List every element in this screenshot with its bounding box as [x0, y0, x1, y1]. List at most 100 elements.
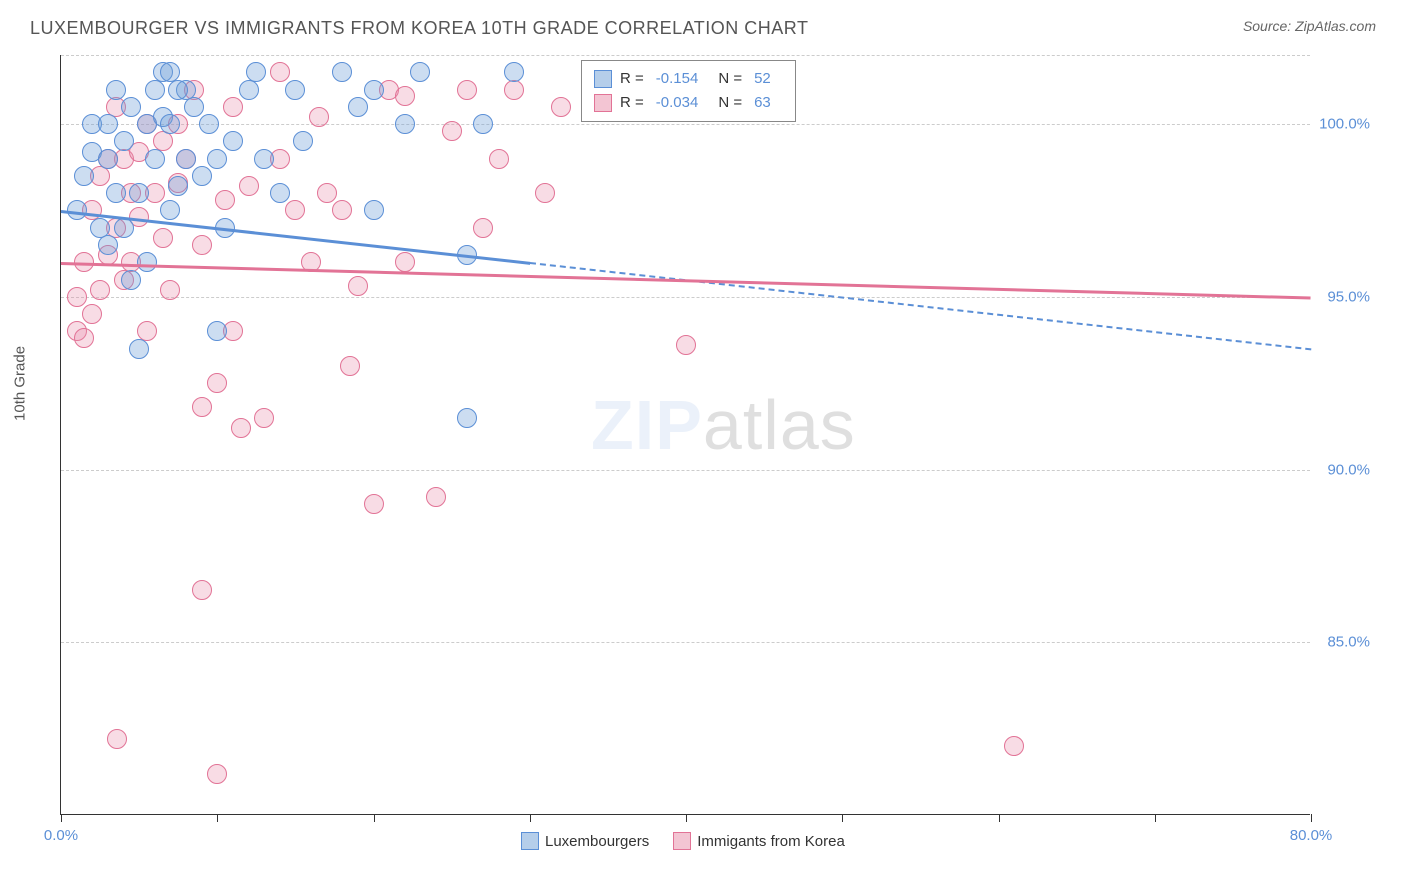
- watermark-atlas: atlas: [703, 386, 856, 464]
- scatter-point: [160, 200, 180, 220]
- scatter-point: [285, 80, 305, 100]
- label-n: N =: [718, 67, 742, 91]
- blue-n-value: 52: [754, 67, 771, 91]
- x-tick-label: 80.0%: [1290, 827, 1333, 844]
- scatter-point: [254, 408, 274, 428]
- label-r: R =: [620, 91, 644, 115]
- scatter-point: [426, 487, 446, 507]
- scatter-point: [82, 304, 102, 324]
- stats-legend: R = -0.154 N = 52 R = -0.034 N = 63: [581, 60, 796, 122]
- x-tick: [842, 814, 843, 822]
- scatter-point: [1004, 736, 1024, 756]
- legend-label-blue: Luxembourgers: [545, 833, 649, 850]
- stats-row-blue: R = -0.154 N = 52: [594, 67, 783, 91]
- scatter-point: [74, 328, 94, 348]
- trend-line: [61, 262, 1311, 300]
- scatter-point: [535, 183, 555, 203]
- legend-item-pink: Immigants from Korea: [673, 832, 845, 850]
- swatch-blue-icon: [594, 70, 612, 88]
- swatch-pink-icon: [673, 832, 691, 850]
- scatter-point: [207, 149, 227, 169]
- scatter-point: [129, 339, 149, 359]
- y-tick-label: 95.0%: [1315, 288, 1370, 305]
- y-tick-label: 90.0%: [1315, 461, 1370, 478]
- scatter-point: [114, 131, 134, 151]
- scatter-point: [364, 494, 384, 514]
- blue-r-value: -0.154: [656, 67, 699, 91]
- scatter-point: [309, 107, 329, 127]
- swatch-pink-icon: [594, 94, 612, 112]
- scatter-point: [348, 97, 368, 117]
- y-tick-label: 100.0%: [1315, 116, 1370, 133]
- scatter-point: [74, 166, 94, 186]
- swatch-blue-icon: [521, 832, 539, 850]
- scatter-point: [457, 80, 477, 100]
- scatter-point: [153, 228, 173, 248]
- y-axis-label: 10th Grade: [12, 346, 29, 421]
- scatter-point: [137, 252, 157, 272]
- scatter-point: [442, 121, 462, 141]
- scatter-point: [395, 114, 415, 134]
- scatter-point: [207, 321, 227, 341]
- gridline: [61, 55, 1310, 56]
- scatter-point: [199, 114, 219, 134]
- label-r: R =: [620, 67, 644, 91]
- x-tick: [61, 814, 62, 822]
- scatter-point: [504, 62, 524, 82]
- scatter-point: [106, 80, 126, 100]
- x-tick: [1311, 814, 1312, 822]
- scatter-point: [348, 276, 368, 296]
- gridline: [61, 297, 1310, 298]
- scatter-point: [457, 408, 477, 428]
- scatter-point: [246, 62, 266, 82]
- scatter-point: [184, 97, 204, 117]
- pink-r-value: -0.034: [656, 91, 699, 115]
- scatter-point: [67, 287, 87, 307]
- source-prefix: Source:: [1243, 18, 1295, 34]
- x-tick: [686, 814, 687, 822]
- scatter-point: [395, 86, 415, 106]
- scatter-point: [168, 176, 188, 196]
- bottom-legend: Luxembourgers Immigants from Korea: [521, 832, 845, 850]
- scatter-point: [98, 114, 118, 134]
- scatter-point: [551, 97, 571, 117]
- source-name: ZipAtlas.com: [1295, 18, 1376, 34]
- scatter-point: [90, 280, 110, 300]
- scatter-point: [207, 764, 227, 784]
- scatter-point: [168, 80, 188, 100]
- x-tick: [1155, 814, 1156, 822]
- scatter-point: [364, 200, 384, 220]
- scatter-point: [192, 397, 212, 417]
- legend-item-blue: Luxembourgers: [521, 832, 649, 850]
- scatter-point: [332, 62, 352, 82]
- scatter-point: [395, 252, 415, 272]
- scatter-point: [129, 183, 149, 203]
- scatter-point: [676, 335, 696, 355]
- chart-title: LUXEMBOURGER VS IMMIGRANTS FROM KOREA 10…: [30, 18, 808, 39]
- x-tick: [374, 814, 375, 822]
- scatter-point: [192, 235, 212, 255]
- scatter-point: [176, 149, 196, 169]
- x-tick: [999, 814, 1000, 822]
- watermark: ZIPatlas: [591, 385, 856, 465]
- scatter-point: [223, 131, 243, 151]
- scatter-point: [270, 62, 290, 82]
- gridline: [61, 124, 1310, 125]
- x-tick-label: 0.0%: [44, 827, 78, 844]
- scatter-point: [254, 149, 274, 169]
- scatter-point: [106, 183, 126, 203]
- scatter-point: [410, 62, 430, 82]
- plot-area: ZIPatlas R = -0.154 N = 52 R = -0.034 N …: [60, 55, 1310, 815]
- scatter-point: [145, 80, 165, 100]
- scatter-point: [239, 176, 259, 196]
- label-n: N =: [718, 91, 742, 115]
- watermark-zip: ZIP: [591, 386, 703, 464]
- scatter-point: [473, 114, 493, 134]
- scatter-point: [121, 97, 141, 117]
- scatter-point: [215, 190, 235, 210]
- scatter-point: [145, 149, 165, 169]
- source-attribution: Source: ZipAtlas.com: [1243, 18, 1376, 36]
- pink-n-value: 63: [754, 91, 771, 115]
- scatter-point: [121, 270, 141, 290]
- scatter-point: [160, 114, 180, 134]
